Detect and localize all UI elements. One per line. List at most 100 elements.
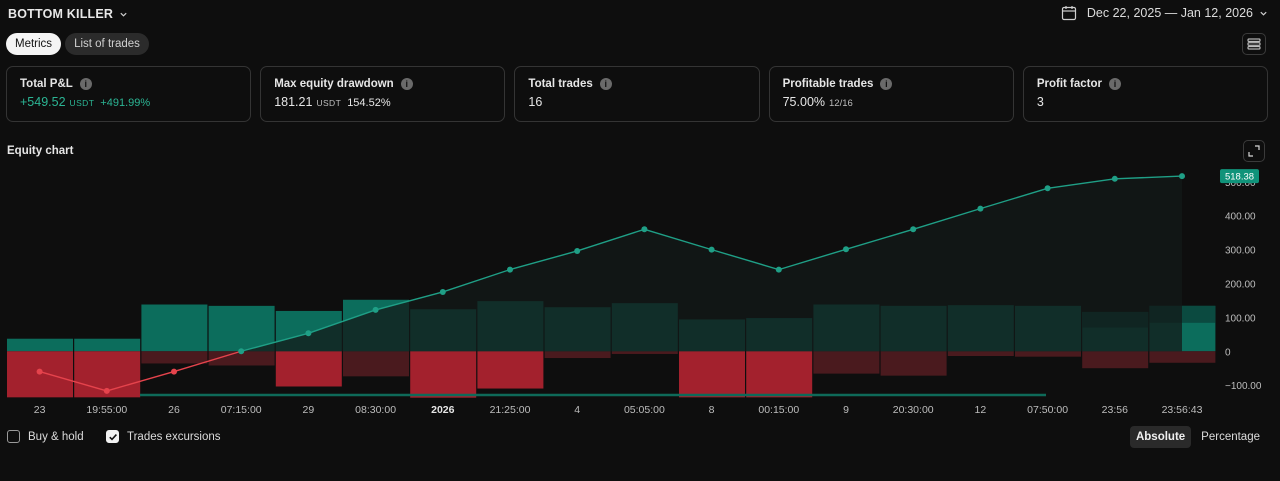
metric-unit: USDT xyxy=(316,98,342,108)
equity-point xyxy=(36,368,43,375)
metric-value: 16 xyxy=(528,95,543,109)
equity-point xyxy=(641,226,648,233)
metric-card-profit-factor: Profit factor i 3 xyxy=(1022,66,1269,122)
chevron-down-icon xyxy=(120,12,127,17)
metric-title: Total P&L xyxy=(20,78,73,90)
runup-bar xyxy=(141,304,208,352)
metric-title: Total trades xyxy=(528,78,593,90)
metric-card-max-drawdown: Max equity drawdown i 181.21 USDT 154.52% xyxy=(260,66,506,122)
info-icon[interactable]: i xyxy=(880,78,893,90)
equity-line-segment xyxy=(912,207,981,230)
y-tick-label: −100.00 xyxy=(1225,381,1262,392)
checkbox-unchecked[interactable] xyxy=(7,430,20,443)
equity-point xyxy=(171,368,177,375)
equity-line-segment xyxy=(576,228,645,252)
trades-excursions-checkbox[interactable]: Trades excursions xyxy=(106,430,221,443)
calendar-icon xyxy=(1061,6,1077,21)
tab-list-of-trades[interactable]: List of trades xyxy=(65,33,149,55)
x-tick-label: 2026 xyxy=(431,404,455,416)
x-tick-label: 8 xyxy=(709,404,715,416)
checkbox-label: Buy & hold xyxy=(28,430,84,443)
info-icon[interactable]: i xyxy=(79,78,92,90)
equity-point xyxy=(103,387,110,394)
equity-line-segment xyxy=(1114,175,1183,180)
metric-value: +549.52 xyxy=(20,95,66,109)
equity-point xyxy=(305,330,312,337)
x-tick-label: 07:15:00 xyxy=(221,404,262,416)
equity-point xyxy=(238,348,245,355)
equity-chart[interactable]: −100.00 0 100.00 200.00 300.00 400.00 500.0051… xyxy=(0,165,1280,420)
metric-title: Max equity drawdown xyxy=(274,78,394,90)
drawdown-bar xyxy=(746,351,813,398)
drawdown-bar xyxy=(275,351,342,387)
equity-line-segment xyxy=(375,291,443,311)
tab-metrics[interactable]: Metrics xyxy=(6,33,62,55)
equity-point xyxy=(574,247,581,254)
runup-bar xyxy=(208,305,275,352)
x-tick-label: 20:30:00 xyxy=(893,404,934,416)
drawdown-bar xyxy=(343,351,409,377)
strategy-selector[interactable]: BOTTOM KILLER xyxy=(8,7,128,21)
layout-toggle-button[interactable] xyxy=(1242,33,1266,55)
equity-line-segment xyxy=(39,370,107,392)
drawdown-bar xyxy=(1082,351,1149,369)
drawdown-bar xyxy=(813,351,880,374)
metric-cards: Total P&L i +549.52 USDT +491.99% Max equ… xyxy=(6,66,1269,122)
metric-percent: +491.99% xyxy=(100,97,151,109)
drawdown-bar xyxy=(880,351,947,376)
expand-icon xyxy=(1248,145,1260,157)
rows-layout-icon xyxy=(1247,38,1261,50)
check-icon xyxy=(108,433,117,441)
date-range-picker[interactable]: Dec 22, 2025 — Jan 12, 2026 xyxy=(1061,5,1268,21)
metric-title: Profit factor xyxy=(1036,78,1102,90)
x-tick-label: 23 xyxy=(34,404,46,416)
equity-point xyxy=(977,205,984,212)
y-tick-label: 0 xyxy=(1225,347,1231,358)
top-bar: BOTTOM KILLER Dec 22, 2025 — Jan 12, 202… xyxy=(0,0,1280,30)
y-tick-label: 500.00 xyxy=(1225,178,1256,189)
x-tick-label: 23:56 xyxy=(1102,404,1128,416)
strategy-name: BOTTOM KILLER xyxy=(8,7,114,21)
x-tick-label: 26 xyxy=(168,404,180,416)
equity-point xyxy=(708,246,715,253)
drawdown-bar xyxy=(1149,351,1216,363)
drawdown-bar xyxy=(141,351,208,364)
y-tick-label: 300.00 xyxy=(1225,246,1256,257)
x-tick-label: 07:50:00 xyxy=(1027,404,1068,416)
metric-card-total-trades: Total trades i 16 xyxy=(514,66,760,122)
drawdown-bar xyxy=(410,351,477,398)
equity-line-segment xyxy=(980,187,1048,210)
scale-toggle: Absolute Percentage xyxy=(1129,426,1266,448)
checkbox-checked[interactable] xyxy=(106,430,119,443)
equity-line-segment xyxy=(442,268,511,293)
x-tick-label: 29 xyxy=(303,404,315,416)
drawdown-bar xyxy=(544,351,611,359)
metric-card-total-pnl: Total P&L i +549.52 USDT +491.99% xyxy=(6,66,252,122)
info-icon[interactable]: i xyxy=(1108,78,1121,90)
equity-area xyxy=(241,176,1182,352)
x-tick-label: 23:56:43 xyxy=(1162,404,1203,416)
equity-line-segment xyxy=(845,228,914,250)
x-tick-label: 19:55:00 xyxy=(86,404,127,416)
scale-absolute-button[interactable]: Absolute xyxy=(1129,426,1192,448)
view-tabs: Metrics List of trades xyxy=(6,33,149,55)
drawdown-bar xyxy=(947,351,1014,357)
x-tick-label: 05:05:00 xyxy=(624,404,665,416)
metric-value: 75.00% xyxy=(782,95,826,109)
metric-percent: 154.52% xyxy=(347,97,391,109)
fullscreen-button[interactable] xyxy=(1243,140,1265,162)
x-tick-label: 08:30:00 xyxy=(355,404,396,416)
runup-bar xyxy=(7,338,73,352)
buy-hold-checkbox[interactable]: Buy & hold xyxy=(7,430,84,443)
x-tick-label: 4 xyxy=(574,404,580,416)
equity-line-segment xyxy=(106,370,175,392)
scale-percentage-button[interactable]: Percentage xyxy=(1201,431,1260,443)
equity-line-segment xyxy=(509,250,578,271)
x-tick-label: 12 xyxy=(975,404,987,416)
equity-line-segment xyxy=(644,228,712,251)
info-icon[interactable]: i xyxy=(400,78,413,90)
metric-card-profitable-trades: Profitable trades i 75.00% 12/16 xyxy=(768,66,1014,122)
y-tick-label: 100.00 xyxy=(1225,313,1256,324)
equity-line-segment xyxy=(778,248,847,271)
info-icon[interactable]: i xyxy=(599,78,612,90)
